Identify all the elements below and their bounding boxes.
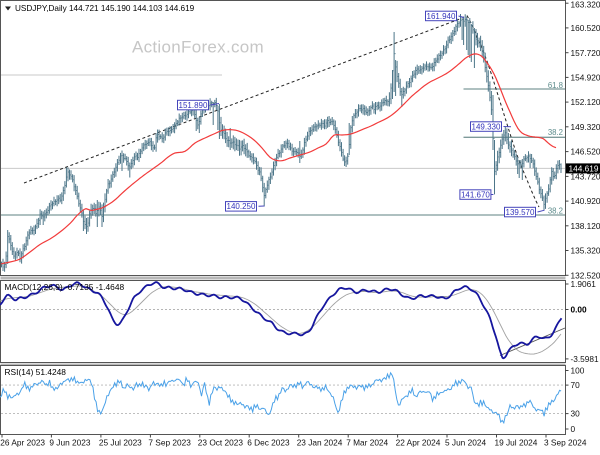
svg-text:30: 30 [571, 409, 581, 419]
svg-text:22 Apr 2024: 22 Apr 2024 [396, 437, 441, 447]
svg-text:61.8: 61.8 [548, 81, 563, 90]
svg-text:38.2: 38.2 [548, 128, 563, 137]
svg-text:6 Dec 2023: 6 Dec 2023 [247, 437, 290, 447]
svg-text:RSI(14) 51.4248: RSI(14) 51.4248 [5, 367, 67, 377]
svg-text:139.570: 139.570 [506, 208, 535, 217]
svg-text:USDJPY,Daily 144.721 145.190: USDJPY,Daily 144.721 145.190 144.103 144… [15, 4, 195, 13]
svg-text:135.320: 135.320 [571, 246, 600, 256]
svg-text:160.520: 160.520 [571, 23, 600, 33]
svg-text:70: 70 [571, 380, 581, 390]
svg-text:146.520: 146.520 [571, 147, 600, 157]
svg-text:1.9061: 1.9061 [571, 279, 597, 289]
svg-text:7 Mar 2024: 7 Mar 2024 [346, 437, 388, 447]
svg-text:25 Jul 2023: 25 Jul 2023 [99, 437, 142, 447]
svg-text:161.940: 161.940 [427, 12, 456, 21]
svg-text:163.320: 163.320 [571, 0, 600, 10]
svg-text:157.720: 157.720 [571, 48, 600, 58]
svg-text:138.120: 138.120 [571, 221, 600, 231]
svg-text:MACD(12,26,9) -0.7135 -1.4648: MACD(12,26,9) -0.7135 -1.4648 [5, 282, 125, 292]
svg-text:7 Sep 2023: 7 Sep 2023 [148, 437, 191, 447]
svg-text:-3.5981: -3.5981 [571, 354, 600, 364]
svg-text:3 Sep 2024: 3 Sep 2024 [544, 437, 587, 447]
svg-text:100: 100 [571, 366, 585, 376]
svg-text:144.619: 144.619 [569, 164, 599, 174]
svg-text:154.920: 154.920 [571, 73, 600, 83]
svg-text:149.330: 149.330 [472, 122, 501, 131]
svg-text:152.120: 152.120 [571, 97, 600, 107]
svg-text:19 Jul 2024: 19 Jul 2024 [495, 437, 538, 447]
svg-text:0: 0 [571, 424, 576, 434]
svg-text:9 Jun 2023: 9 Jun 2023 [49, 437, 90, 447]
svg-text:141.670: 141.670 [461, 190, 490, 199]
svg-text:ActionForex.com: ActionForex.com [132, 38, 264, 57]
svg-text:149.320: 149.320 [571, 122, 600, 132]
svg-text:0.00: 0.00 [571, 305, 588, 315]
svg-text:151.890: 151.890 [179, 101, 208, 110]
svg-text:23 Oct 2023: 23 Oct 2023 [198, 437, 244, 447]
svg-text:26 Apr 2023: 26 Apr 2023 [0, 437, 45, 447]
svg-text:23 Jan 2024: 23 Jan 2024 [297, 437, 343, 447]
svg-text:140.250: 140.250 [227, 202, 256, 211]
svg-text:5 Jun 2024: 5 Jun 2024 [445, 437, 486, 447]
svg-text:140.920: 140.920 [571, 196, 600, 206]
svg-text:38.2: 38.2 [548, 206, 563, 215]
